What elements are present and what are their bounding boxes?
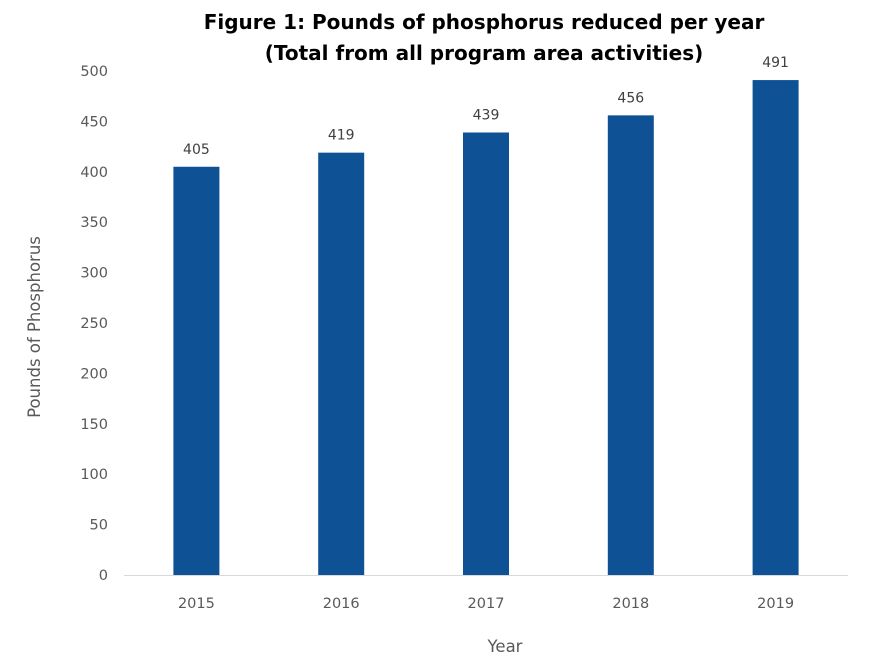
- y-tick-label: 500: [80, 64, 108, 80]
- x-tick-label-2019: 2019: [757, 596, 794, 612]
- bar-2015: [173, 166, 220, 575]
- x-tick-label-2017: 2017: [468, 596, 505, 612]
- x-axis-title: Year: [487, 637, 523, 656]
- bar-2018: [607, 115, 654, 576]
- bars: [173, 80, 799, 576]
- x-axis-ticks: 2015 2016 2017 2018 2019: [178, 596, 794, 612]
- chart-title: Figure 1: Pounds of phosphorus reduced p…: [204, 10, 765, 34]
- y-tick-label: 150: [80, 417, 108, 433]
- data-label-2019: 491: [762, 55, 789, 71]
- y-tick-label: 0: [99, 568, 108, 584]
- y-tick-label: 100: [80, 467, 108, 483]
- x-tick-label-2018: 2018: [612, 596, 649, 612]
- y-tick-label: 350: [80, 215, 108, 231]
- y-tick-label: 250: [80, 316, 108, 332]
- data-labels: 405 419 439 456 491: [183, 55, 789, 158]
- bar-2017: [463, 132, 509, 575]
- data-label-2017: 439: [473, 107, 500, 123]
- data-label-2015: 405: [183, 142, 210, 158]
- y-tick-label: 300: [80, 266, 108, 282]
- bar-2019: [752, 80, 799, 576]
- bar-2016: [318, 152, 365, 575]
- data-label-2016: 419: [328, 128, 355, 144]
- y-tick-label: 50: [90, 518, 108, 534]
- data-label-2018: 456: [617, 90, 644, 106]
- x-tick-label-2016: 2016: [323, 596, 360, 612]
- y-tick-label: 400: [80, 165, 108, 181]
- y-tick-label: 450: [80, 114, 108, 130]
- chart-subtitle: (Total from all program area activities): [265, 41, 704, 65]
- y-axis-title: Pounds of Phosphorus: [25, 236, 44, 418]
- y-axis-ticks: 0 50 100 150 200 250 300 350 400 450 500: [80, 64, 108, 584]
- x-tick-label-2015: 2015: [178, 596, 215, 612]
- y-tick-label: 200: [80, 366, 108, 382]
